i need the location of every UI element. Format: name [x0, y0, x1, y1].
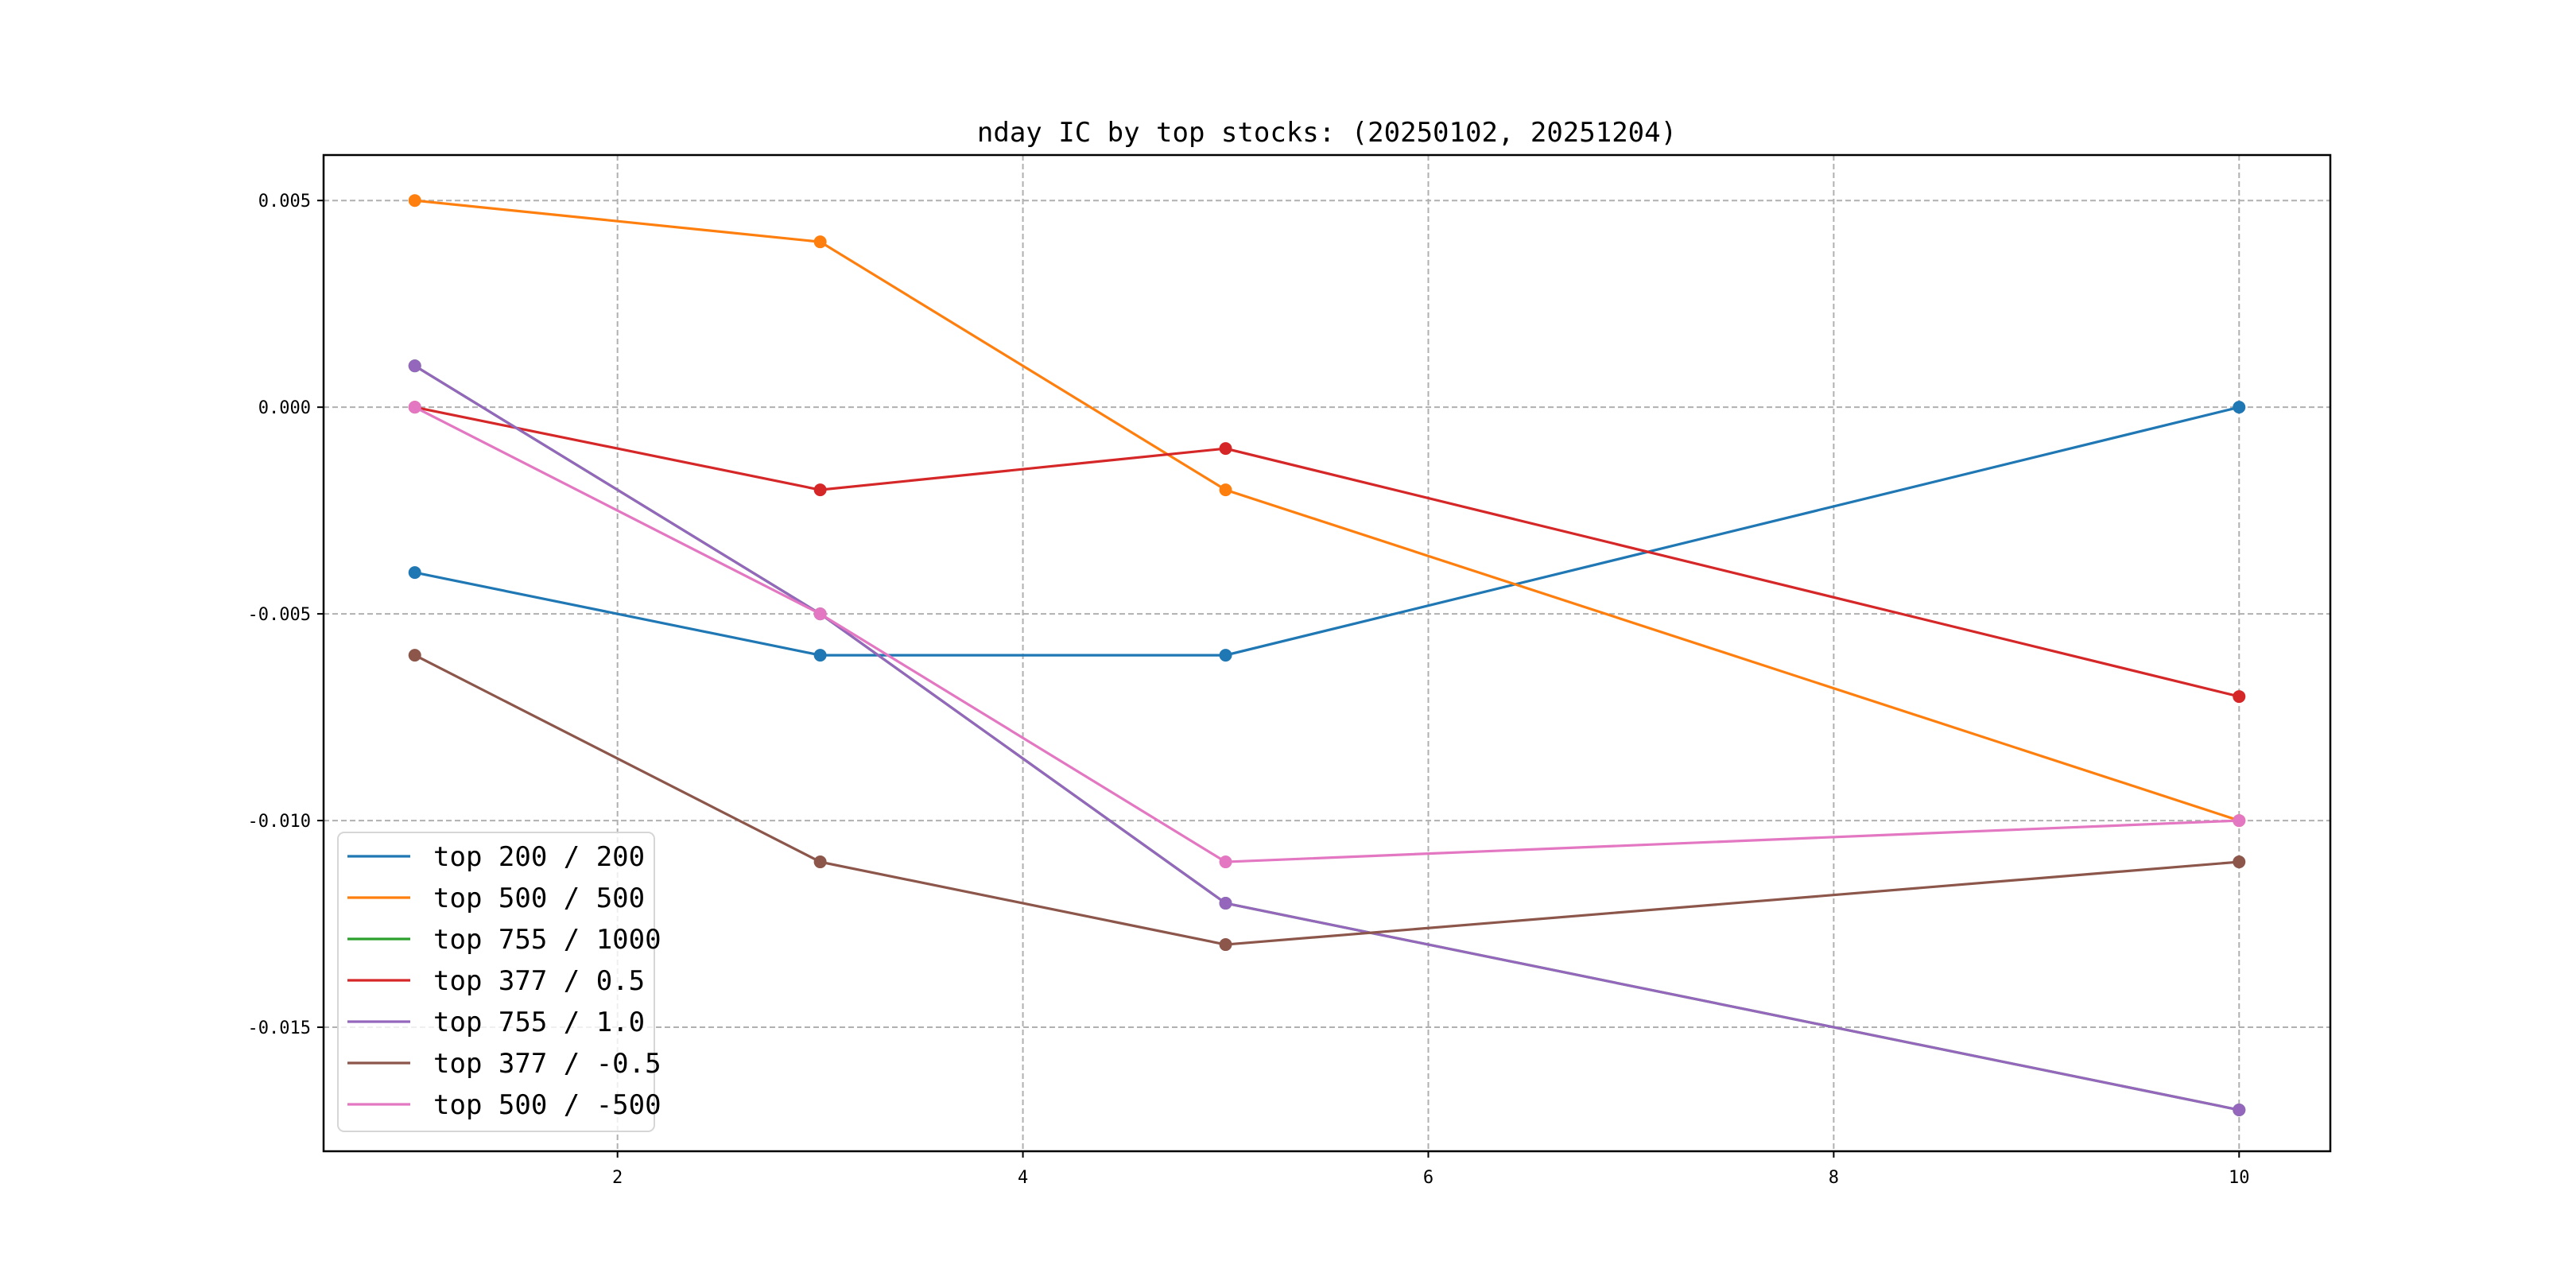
x-tick-label: 4: [1018, 1168, 1028, 1188]
data-point: [408, 194, 421, 208]
series-top-500-500: [408, 401, 2246, 869]
data-point: [2233, 855, 2246, 869]
data-point: [813, 855, 827, 869]
data-point: [408, 566, 421, 580]
series-line: [414, 405, 2240, 698]
x-tick-label: 8: [1829, 1168, 1839, 1188]
series-top-377-0-5: [408, 401, 2246, 704]
series-line: [413, 364, 2240, 1111]
data-point: [408, 359, 421, 373]
data-point: [813, 649, 827, 662]
x-tick-label: 10: [2229, 1168, 2250, 1188]
grid: [324, 155, 2330, 1151]
series-line: [414, 405, 2240, 657]
y-tick-label: -0.010: [248, 812, 311, 832]
data-point: [1219, 649, 1232, 662]
axis-ticks: 2 4 6 8 10 0.005 0.000 -0.005 -0.010 -0.015: [248, 192, 2250, 1188]
data-point: [813, 235, 827, 249]
series-line: [413, 364, 2240, 1111]
data-point: [1219, 938, 1232, 952]
data-point: [408, 649, 421, 662]
legend-label: top 755 / 1.0: [433, 1007, 645, 1038]
legend-label: top 200 / 200: [433, 841, 645, 873]
data-point: [2233, 1104, 2246, 1117]
series-line: [414, 405, 2240, 863]
y-tick-label: -0.005: [248, 605, 311, 625]
data-point: [1219, 897, 1232, 910]
data-point: [2233, 401, 2246, 414]
legend-box: [337, 832, 655, 1132]
series-top-377-0-5: [408, 649, 2246, 952]
data-point: [2233, 814, 2246, 828]
legend-label: top 755 / 1000: [433, 924, 661, 956]
series-line: [414, 654, 2240, 946]
series-top-500-500: [408, 194, 2246, 828]
x-tick-label: 2: [612, 1168, 623, 1188]
legend: top 200 / 200 top 500 / 500 top 755 / 1000…: [337, 832, 661, 1132]
series-top-200-200: [408, 401, 2246, 662]
legend-label: top 500 / -500: [433, 1089, 661, 1121]
y-tick-label: 0.005: [258, 192, 311, 211]
data-point: [813, 607, 827, 621]
y-tick-label: 0.000: [258, 398, 311, 418]
series-line: [414, 199, 2240, 822]
legend-label: top 500 / 500: [433, 883, 645, 914]
data-point: [2233, 690, 2246, 704]
x-tick-label: 6: [1423, 1168, 1433, 1188]
data-point: [813, 483, 827, 497]
plot-frame: [322, 153, 2332, 1153]
legend-label: top 377 / 0.5: [433, 965, 645, 997]
data-point: [1219, 442, 1232, 456]
data-point: [1219, 855, 1232, 869]
y-tick-label: -0.015: [248, 1018, 311, 1038]
chart-title: nday IC by top stocks: (20250102, 202512…: [977, 117, 1677, 149]
data-point: [1219, 483, 1232, 497]
series-group: [408, 194, 2246, 1117]
legend-label: top 377 / -0.5: [433, 1048, 661, 1080]
data-point: [408, 401, 421, 414]
